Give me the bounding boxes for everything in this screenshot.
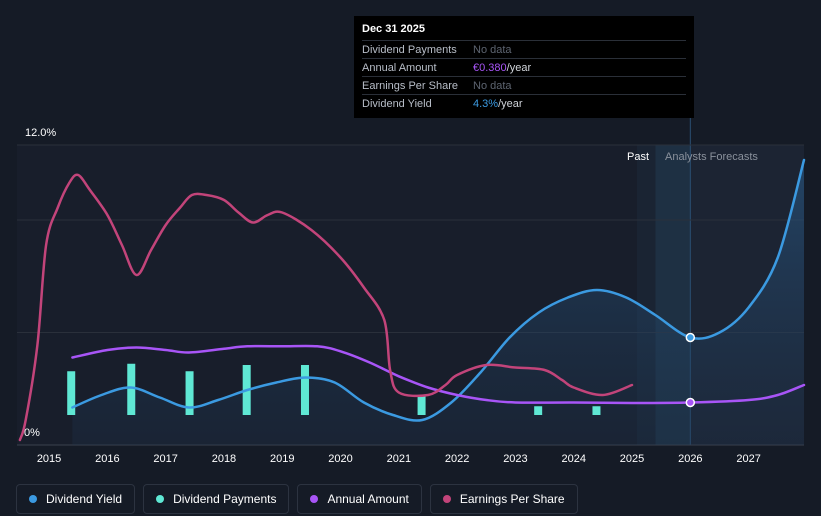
dividend-payments-bar	[592, 406, 601, 415]
x-tick-label: 2021	[387, 453, 411, 465]
dividend-yield-area	[72, 160, 804, 445]
x-tick-label: 2017	[153, 453, 177, 465]
tooltip-unit: /year	[498, 97, 523, 110]
x-tick-label: 2015	[37, 453, 61, 465]
tooltip-label: Earnings Per Share	[362, 79, 458, 92]
tooltip-value: 4.3%	[473, 97, 499, 110]
y-tick-label: 0%	[24, 427, 40, 439]
legend-earnings-per-share[interactable]: Earnings Per Share	[429, 484, 578, 514]
forecast-region-label: Analysts Forecasts	[665, 151, 758, 163]
tooltip-date: Dec 31 2025	[362, 23, 425, 35]
legend-label: Annual Amount	[327, 492, 409, 506]
tooltip-row-dividend-payments: Dividend Payments No data	[362, 40, 686, 58]
x-tick-label: 2018	[212, 453, 236, 465]
x-tick-label: 2025	[620, 453, 644, 465]
tooltip-label: Dividend Payments	[362, 43, 457, 56]
tooltip-row-annual-amount: Annual Amount €0.380/year	[362, 58, 686, 76]
legend-dot-icon	[156, 495, 165, 503]
dividend-payments-bar	[534, 406, 543, 415]
legend-dot-icon	[310, 495, 319, 503]
x-tick-label: 2024	[561, 453, 585, 465]
tooltip-row-earnings-per-share: Earnings Per Share No data	[362, 76, 686, 94]
annual-amount-line	[71, 344, 806, 405]
earnings-per-share-line	[18, 173, 634, 442]
dividend-payments-bar	[127, 363, 136, 415]
tooltip-value: No data	[473, 43, 512, 56]
x-tick-label: 2019	[270, 453, 294, 465]
x-tick-label: 2026	[678, 453, 702, 465]
tooltip-unit: /year	[506, 61, 532, 74]
dividend-payments-bar	[417, 395, 426, 415]
x-tick-label: 2027	[736, 453, 760, 465]
x-tick-label: 2020	[328, 453, 352, 465]
legend-dot-icon	[29, 495, 37, 503]
annual-amount-marker	[685, 397, 696, 408]
tooltip-value: €0.380	[473, 61, 507, 74]
x-tick-label: 2022	[445, 453, 469, 465]
tooltip-label: Dividend Yield	[362, 97, 432, 110]
legend-label: Dividend Yield	[46, 492, 123, 506]
tooltip-value: No data	[473, 79, 512, 92]
tooltip-row-dividend-yield: Dividend Yield 4.3%/year	[362, 94, 686, 112]
tooltip: Dec 31 2025 Dividend Payments No data An…	[354, 16, 694, 118]
y-tick-label: 12.0%	[25, 127, 56, 139]
chart-legend: Dividend Yield Dividend Payments Annual …	[16, 484, 578, 514]
dividend-payments-bar	[185, 371, 194, 415]
x-tick-label: 2023	[503, 453, 527, 465]
legend-dividend-payments[interactable]: Dividend Payments	[143, 484, 290, 514]
legend-label: Dividend Payments	[173, 492, 277, 506]
legend-annual-amount[interactable]: Annual Amount	[297, 484, 422, 514]
dividend-payments-bar	[67, 371, 76, 415]
tooltip-label: Annual Amount	[362, 61, 437, 74]
legend-label: Earnings Per Share	[459, 492, 565, 506]
x-tick-label: 2016	[95, 453, 119, 465]
dividend-payments-bar	[300, 365, 309, 415]
legend-dividend-yield[interactable]: Dividend Yield	[16, 484, 136, 514]
dividend-yield-marker	[685, 332, 696, 343]
past-region-label: Past	[627, 151, 649, 163]
legend-dot-icon	[442, 495, 451, 503]
